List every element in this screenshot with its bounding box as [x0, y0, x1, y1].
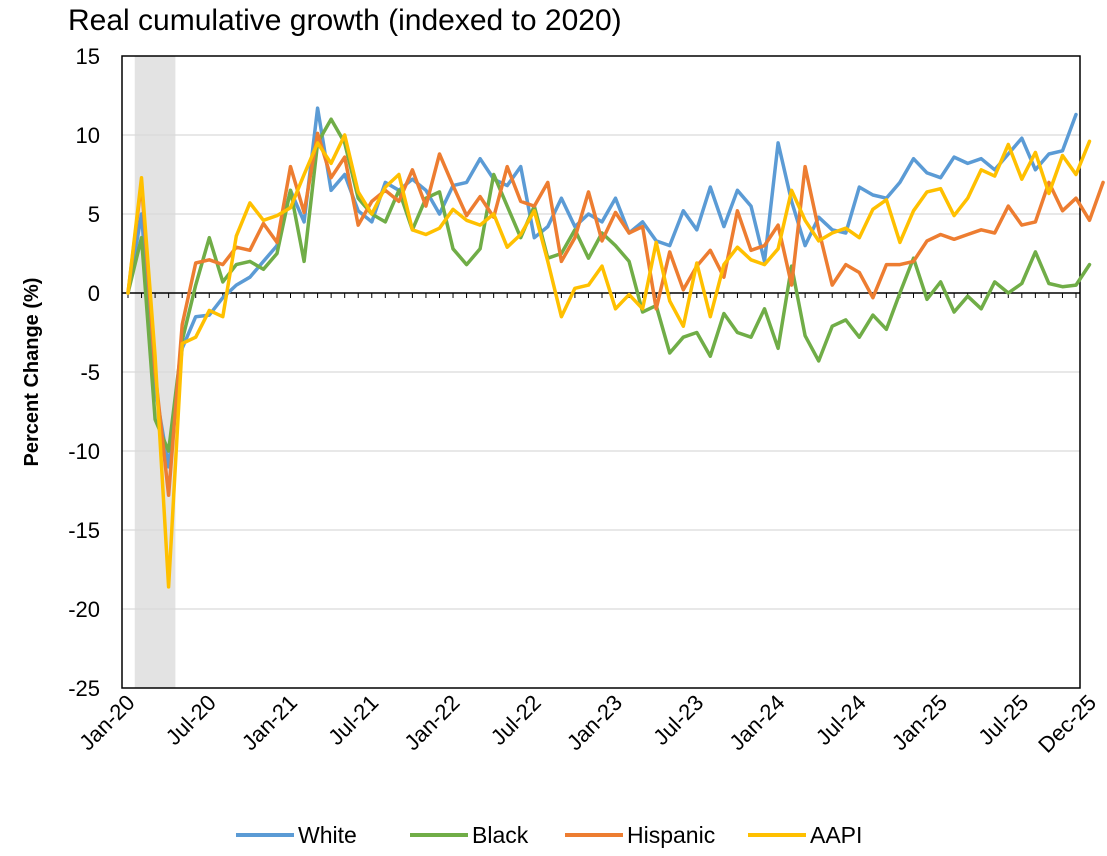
y-tick-label: 10	[76, 123, 100, 148]
legend-label-white: White	[298, 822, 357, 848]
x-tick-label: Jul-22	[486, 690, 546, 750]
series-line-hispanic	[128, 133, 1103, 495]
y-tick-label: 5	[88, 202, 100, 227]
x-tick-labels: Jan-20 Jul-20 Jan-21 Jul-21 Jan-22 Jul-22 Jan-…	[74, 690, 1101, 758]
x-tick-label: Jan-22	[399, 690, 464, 755]
y-tick-label: -25	[68, 676, 100, 701]
x-tick-label: Jan-21	[237, 690, 302, 755]
y-tick-label: -15	[68, 518, 100, 543]
y-tick-label: -20	[68, 597, 100, 622]
y-tick-label: 15	[76, 44, 100, 69]
series-line-aapi	[128, 135, 1090, 587]
x-tick-label: Jan-25	[887, 690, 952, 755]
legend: White Black Hispanic AAPI	[236, 822, 862, 848]
y-axis-label: Percent Change (%)	[21, 278, 43, 467]
gridlines	[122, 135, 1080, 609]
series-line-white	[128, 108, 1076, 467]
x-tick-label: Jan-23	[562, 690, 627, 755]
x-tick-label: Jul-23	[648, 690, 708, 750]
x-tick-label: Dec-25	[1033, 690, 1101, 758]
y-tick-label: 0	[88, 281, 100, 306]
x-tick-label: Jan-24	[724, 690, 789, 755]
y-tick-label: -5	[80, 360, 100, 385]
x-tick-label: Jul-20	[161, 690, 221, 750]
y-tick-label: -10	[68, 439, 100, 464]
legend-label-hispanic: Hispanic	[627, 822, 715, 848]
legend-label-aapi: AAPI	[810, 822, 862, 848]
y-tick-labels: 15 10 5 0 -5 -10 -15 -20 -25	[68, 44, 100, 701]
legend-label-black: Black	[472, 822, 529, 848]
x-tick-label: Jul-25	[973, 690, 1033, 750]
series-lines	[128, 108, 1103, 587]
x-tick-label: Jul-21	[323, 690, 383, 750]
x-tick-label: Jul-24	[811, 690, 871, 750]
